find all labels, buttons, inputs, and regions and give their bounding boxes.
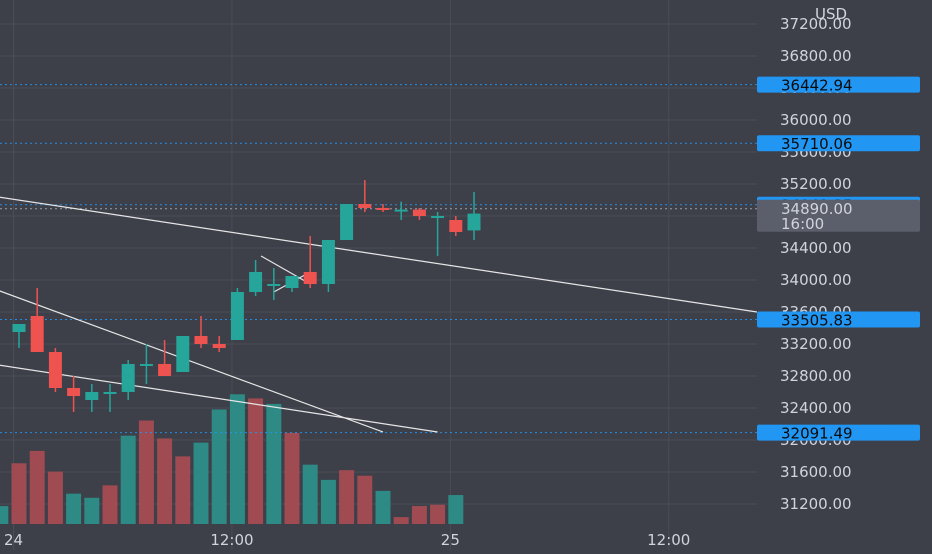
volume-bar xyxy=(266,403,282,524)
volume-bar xyxy=(157,438,173,524)
price-tick-label: 35200.00 xyxy=(780,175,852,193)
price-tag xyxy=(757,311,920,328)
volume-bar xyxy=(11,463,27,524)
candle-body xyxy=(285,276,299,288)
price-tags: 36442.9435710.0634941.3533505.8332091.49… xyxy=(757,76,920,443)
currency-label: USD xyxy=(815,5,847,23)
candle-body xyxy=(30,316,44,352)
volume-bar xyxy=(0,506,9,524)
volume-bar xyxy=(29,450,45,524)
candle-body xyxy=(103,392,117,394)
volume-bars xyxy=(0,394,464,524)
candle-body xyxy=(158,364,172,376)
price-tick-label: 31200.00 xyxy=(780,495,852,513)
volume-bar xyxy=(339,470,355,524)
candle-body xyxy=(340,204,354,240)
volume-bar xyxy=(84,497,100,524)
candle-body xyxy=(67,388,81,396)
volume-bar xyxy=(430,504,446,524)
price-tick-label: 32800.00 xyxy=(780,367,852,385)
volume-bar xyxy=(102,485,118,524)
trendline[interactable] xyxy=(0,364,438,433)
volume-bar xyxy=(393,517,409,524)
horizontal-levels xyxy=(0,84,757,434)
price-tag-label: 35710.06 xyxy=(781,135,853,153)
price-tag xyxy=(757,135,920,152)
volume-bar xyxy=(320,479,336,524)
candle-body xyxy=(249,272,263,292)
price-tick-label: 36000.00 xyxy=(780,111,852,129)
candle-body xyxy=(48,352,62,388)
time-tick-label: 12:00 xyxy=(210,531,253,549)
candle-body xyxy=(321,240,335,284)
trendline[interactable] xyxy=(0,196,758,313)
countdown-label: 16:00 xyxy=(781,215,824,233)
time-tick-label: 25 xyxy=(441,531,460,549)
candle-body xyxy=(194,336,208,344)
price-tick-label: 31600.00 xyxy=(780,463,852,481)
candle-body xyxy=(394,209,408,212)
price-tag-label: 36442.94 xyxy=(781,77,853,95)
current-price-tag xyxy=(757,199,920,232)
candle-body xyxy=(376,208,390,210)
volume-bar xyxy=(175,456,191,524)
candle-body xyxy=(431,216,445,218)
candle-body xyxy=(467,213,481,231)
candle-body xyxy=(267,284,281,286)
volume-bar xyxy=(229,394,245,524)
candle-body xyxy=(12,324,26,332)
volume-bar xyxy=(357,475,373,524)
volume-bar xyxy=(193,442,209,524)
time-tick-label: 24 xyxy=(4,531,23,549)
trendline[interactable] xyxy=(260,255,311,285)
volume-bar xyxy=(138,420,154,524)
volume-bar xyxy=(248,398,264,524)
grid xyxy=(0,0,757,550)
volume-bar xyxy=(284,432,300,524)
price-tick-label: 36800.00 xyxy=(780,47,852,65)
volume-bar xyxy=(375,490,391,524)
price-tag-label: 32091.49 xyxy=(781,425,853,443)
price-tag-label: 33505.83 xyxy=(781,312,853,330)
candle-body xyxy=(139,364,153,366)
candle-body xyxy=(449,220,463,232)
price-tag xyxy=(757,76,920,93)
volume-bar xyxy=(47,471,63,524)
candle-body xyxy=(412,209,426,216)
current-price-label: 34890.00 xyxy=(781,200,853,218)
candle-body xyxy=(212,344,226,348)
time-tick-label: 12:00 xyxy=(647,531,690,549)
candle-body xyxy=(121,364,135,392)
price-tick-label: 32400.00 xyxy=(780,399,852,417)
candle-body xyxy=(303,272,317,284)
volume-bar xyxy=(211,409,227,524)
volume-bar xyxy=(302,464,318,524)
price-tag xyxy=(757,424,920,441)
candle-body xyxy=(85,392,99,400)
candle-body xyxy=(358,204,372,208)
trendlines[interactable] xyxy=(0,196,758,433)
volume-bar xyxy=(120,435,136,524)
volume-bar xyxy=(448,495,464,524)
price-tick-label: 37200.00 xyxy=(780,15,852,33)
time-axis[interactable]: 24 12:00 25 12:00 xyxy=(4,531,690,549)
volume-bar xyxy=(66,493,82,524)
price-tick-label: 34400.00 xyxy=(780,239,852,257)
candles xyxy=(12,180,481,412)
price-tick-label: 34000.00 xyxy=(780,271,852,289)
candle-body xyxy=(230,292,244,340)
volume-bar xyxy=(411,506,427,524)
price-tick-label: 33200.00 xyxy=(780,335,852,353)
candle-body xyxy=(176,336,190,372)
